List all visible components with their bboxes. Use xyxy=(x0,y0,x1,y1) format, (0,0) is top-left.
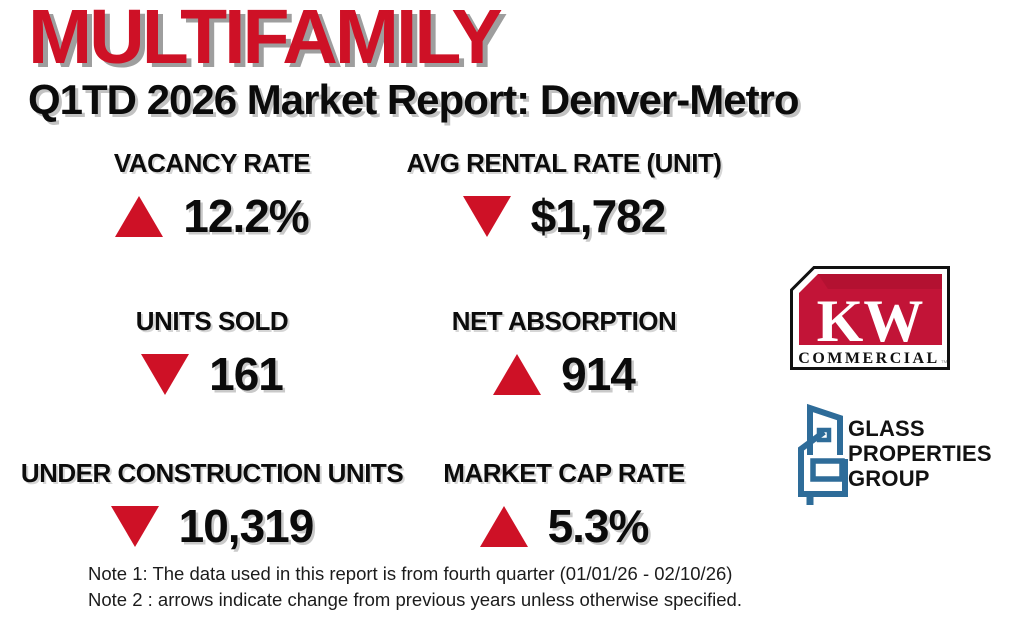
kw-division-label: COMMERCIAL xyxy=(798,350,939,367)
stat-market-cap-rate: MARKET CAP RATE 5.3% xyxy=(404,458,724,550)
stat-value: 5.3% xyxy=(547,500,650,552)
stat-label: MARKET CAP RATE xyxy=(443,458,685,488)
stat-avg-rental-rate: AVG RENTAL RATE (UNIT) $1,782 xyxy=(404,148,724,240)
stat-value-row: 10,319 xyxy=(0,502,424,550)
stat-value: 12.2% xyxy=(183,190,309,242)
stat-label: NET ABSORPTION xyxy=(451,306,677,336)
stat-net-absorption: NET ABSORPTION 914 xyxy=(404,306,724,398)
up-arrow-icon xyxy=(493,353,542,395)
stat-value-row: 12.2% xyxy=(0,192,424,240)
stat-value: 914 xyxy=(561,348,636,400)
gpg-line-properties: PROPERTIES xyxy=(848,441,992,466)
stat-label: AVG RENTAL RATE (UNIT) xyxy=(406,148,722,178)
stat-vacancy-rate: VACANCY RATE 12.2% xyxy=(0,148,424,240)
gpg-line-glass: GLASS xyxy=(848,416,925,441)
stat-label: VACANCY RATE xyxy=(113,148,311,178)
footnote-1: Note 1: The data used in this report is … xyxy=(88,563,733,584)
report-subtitle: Q1TD 2026 Market Report: Denver-Metro xyxy=(28,76,800,123)
stat-label: UNDER CONSTRUCTION UNITS xyxy=(20,458,404,488)
stat-value: 10,319 xyxy=(178,500,315,552)
kw-trademark: ™ xyxy=(941,360,948,367)
kw-commercial-logo: KW COMMERCIAL ™ xyxy=(790,266,950,370)
footnote-2: Note 2 : arrows indicate change from pre… xyxy=(88,588,742,610)
gpg-line-group: GROUP xyxy=(848,466,930,491)
kw-logo-red-box xyxy=(799,274,942,345)
stat-value: $1,782 xyxy=(530,190,667,242)
up-arrow-icon xyxy=(479,505,528,547)
stat-value-row: 161 xyxy=(0,350,424,398)
glass-properties-wordmark: GLASS PROPERTIES GROUP xyxy=(848,416,992,491)
stat-value: 161 xyxy=(209,348,284,400)
down-arrow-icon xyxy=(141,353,190,395)
footnotes: Note 1: The data used in this report is … xyxy=(88,561,742,612)
down-arrow-icon xyxy=(462,195,511,237)
stat-value-row: 914 xyxy=(404,350,724,398)
stat-value-row: 5.3% xyxy=(404,502,724,550)
stat-under-construction-units: UNDER CONSTRUCTION UNITS 10,319 xyxy=(0,458,424,550)
kw-logo-box-top-face xyxy=(818,274,942,289)
stat-units-sold: UNITS SOLD 161 xyxy=(0,306,424,398)
up-arrow-icon xyxy=(115,195,164,237)
stat-label: UNITS SOLD xyxy=(135,306,289,336)
down-arrow-icon xyxy=(110,505,159,547)
glass-properties-building-icon xyxy=(798,403,848,505)
kw-initials: KW xyxy=(817,288,924,354)
report-title: MULTIFAMILY xyxy=(28,0,503,80)
stat-value-row: $1,782 xyxy=(404,192,724,240)
